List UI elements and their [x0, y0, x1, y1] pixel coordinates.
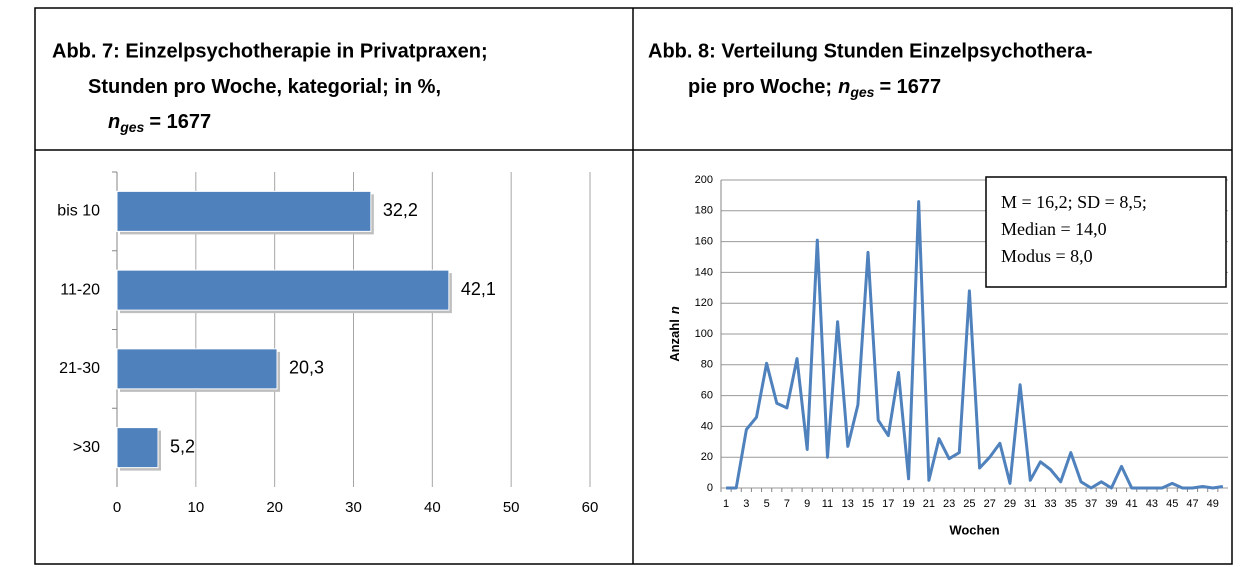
data-label: 5,2 [170, 436, 195, 456]
x-tick-label: 30 [345, 499, 362, 516]
x-axis-label: Wochen [949, 522, 999, 537]
x-tick-label: 19 [902, 498, 914, 510]
chart-title: pie pro Woche; [688, 76, 832, 98]
x-tick-label: 0 [113, 499, 121, 516]
x-tick-label: 7 [784, 498, 790, 510]
data-label: 42,1 [461, 279, 496, 299]
x-tick-label: 40 [424, 499, 441, 516]
bar [116, 190, 372, 232]
annotation: Median = 14,0 [1001, 219, 1107, 239]
y-axis-label: Anzahl [667, 319, 682, 362]
x-tick-label: 47 [1186, 498, 1198, 510]
annotation: Modus = 8,0 [1001, 246, 1093, 266]
x-tick-label: 25 [963, 498, 975, 510]
x-tick-label: 50 [503, 499, 520, 516]
chart-title: nges = 1677 [108, 111, 211, 134]
line-series [726, 200, 1224, 490]
x-tick-label: 33 [1044, 498, 1056, 510]
x-tick-label: 9 [804, 498, 810, 510]
chart-title: = 1677 [149, 111, 211, 133]
chart-title: Abb. 8: Verteilung Stunden Einzelpsychot… [648, 40, 1093, 62]
y-tick-label: 120 [695, 297, 713, 309]
y-axis-label: n [667, 306, 682, 314]
x-tick-label: 11 [822, 498, 833, 510]
chart-title: n [838, 76, 850, 98]
x-tick-label: 23 [943, 498, 955, 510]
data-label: 20,3 [289, 358, 324, 378]
y-tick-label: 80 [701, 359, 713, 371]
chart-title: ges [119, 119, 144, 135]
annotation: M = 16,2; SD = 8,5; [1001, 192, 1147, 212]
y-tick-label: 11-20 [60, 281, 100, 298]
x-tick-label: 43 [1146, 498, 1158, 510]
chart-title: Abb. 7: Einzelpsychotherapie in Privatpr… [52, 40, 488, 62]
data-label: 32,2 [383, 200, 418, 220]
y-tick-label: bis 10 [57, 203, 100, 220]
x-tick-label: 29 [1004, 498, 1016, 510]
y-tick-label: 100 [695, 328, 713, 340]
x-tick-label: 1 [723, 498, 729, 510]
y-tick-label: 140 [695, 266, 713, 278]
y-tick-label: 180 [695, 205, 713, 217]
x-tick-label: 10 [187, 499, 204, 516]
x-tick-label: 35 [1065, 498, 1077, 510]
chart-title: n [108, 111, 120, 133]
x-tick-label: 49 [1207, 498, 1219, 510]
y-tick-label: 60 [701, 390, 713, 402]
y-tick-label: >30 [73, 439, 100, 456]
x-tick-label: 21 [923, 498, 935, 510]
x-tick-label: 41 [1126, 498, 1138, 510]
x-tick-label: 31 [1024, 498, 1036, 510]
y-tick-label: 0 [707, 482, 713, 494]
x-tick-label: 37 [1085, 498, 1097, 510]
x-tick-label: 17 [882, 498, 894, 510]
y-tick-label: 21-30 [59, 360, 100, 377]
y-tick-label: 20 [701, 451, 713, 463]
x-tick-label: 45 [1166, 498, 1178, 510]
annotation-box [985, 176, 1227, 288]
x-tick-label: 5 [764, 498, 770, 510]
x-tick-label: 39 [1105, 498, 1117, 510]
y-tick-label: 200 [695, 174, 713, 186]
y-tick-label: 160 [695, 236, 713, 248]
bar [116, 427, 159, 469]
chart-title: = 1677 [879, 76, 941, 98]
x-tick-label: 27 [984, 498, 996, 510]
x-tick-label: 15 [862, 498, 874, 510]
chart-title: ges [849, 84, 874, 100]
x-tick-label: 60 [582, 499, 599, 516]
chart-title: Stunden pro Woche, kategorial; in %, [88, 76, 441, 98]
bar [116, 348, 278, 390]
chart-title: Stunden pro Woche, kategorial; in %, [88, 76, 441, 98]
bar [116, 269, 450, 311]
y-tick-label: 40 [701, 420, 713, 432]
y-axis-label: Anzahl n [667, 306, 682, 362]
x-tick-label: 20 [266, 499, 283, 516]
x-tick-label: 3 [743, 498, 749, 510]
chart-title: pie pro Woche; nges = 1677 [688, 76, 941, 99]
x-tick-label: 13 [842, 498, 854, 510]
